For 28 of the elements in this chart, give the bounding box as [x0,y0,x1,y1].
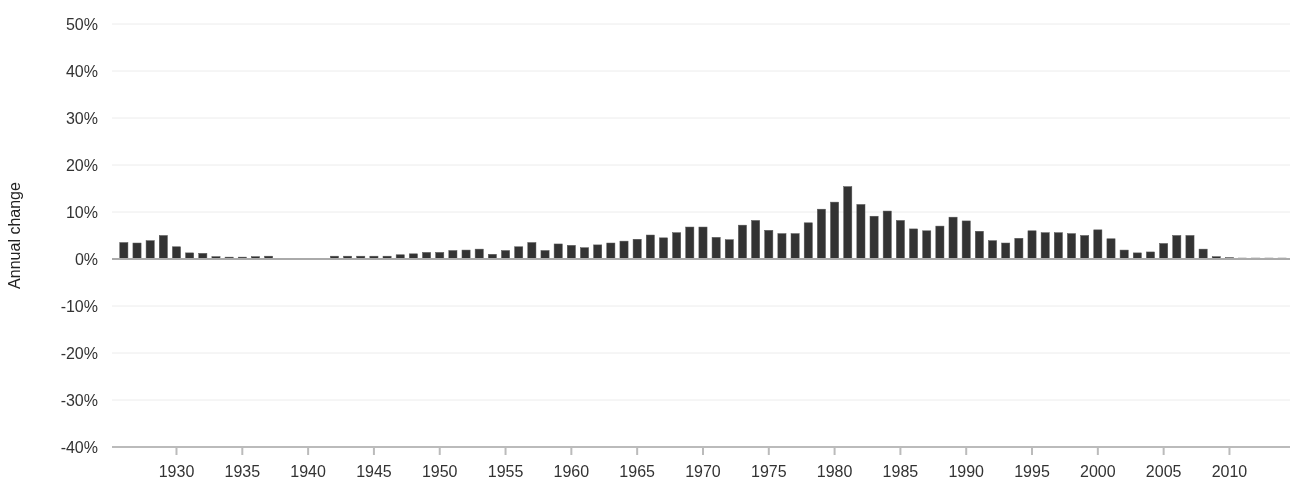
x-tick-label: 1940 [290,463,327,480]
x-tick-label: 1960 [553,463,590,480]
x-tick-label: 1990 [948,463,985,480]
y-tick-label: 40% [65,62,98,80]
y-tick-label: -10% [60,297,98,315]
x-tick-label: 1970 [685,463,721,480]
x-tick-label: 1965 [619,463,656,480]
y-tick-label: -20% [60,344,98,362]
y-tick-label: -30% [60,391,98,409]
y-tick-label: 10% [65,203,98,221]
x-tick-label: 1955 [487,463,524,480]
x-tick-label: 2010 [1211,463,1248,480]
y-axis-title: Annual change [6,182,23,289]
y-tick-label: 20% [65,156,98,174]
x-tick-label: 1975 [750,463,787,480]
x-tick-label: 2000 [1080,463,1116,480]
y-tick-label: 30% [65,109,98,127]
x-tick-label: 1930 [158,463,195,480]
x-tick-label: 2005 [1145,463,1182,480]
x-tick-label: 1950 [421,463,458,480]
y-tick-label: -40% [60,438,98,456]
x-tick-label: 1935 [224,463,261,480]
x-tick-label: 1995 [1014,463,1050,480]
x-tick-label: 1985 [882,463,919,480]
y-tick-label: 0% [74,250,98,268]
x-tick-label: 1980 [816,463,853,480]
y-tick-label: 50% [65,15,98,33]
x-tick-label: 1945 [356,463,392,480]
